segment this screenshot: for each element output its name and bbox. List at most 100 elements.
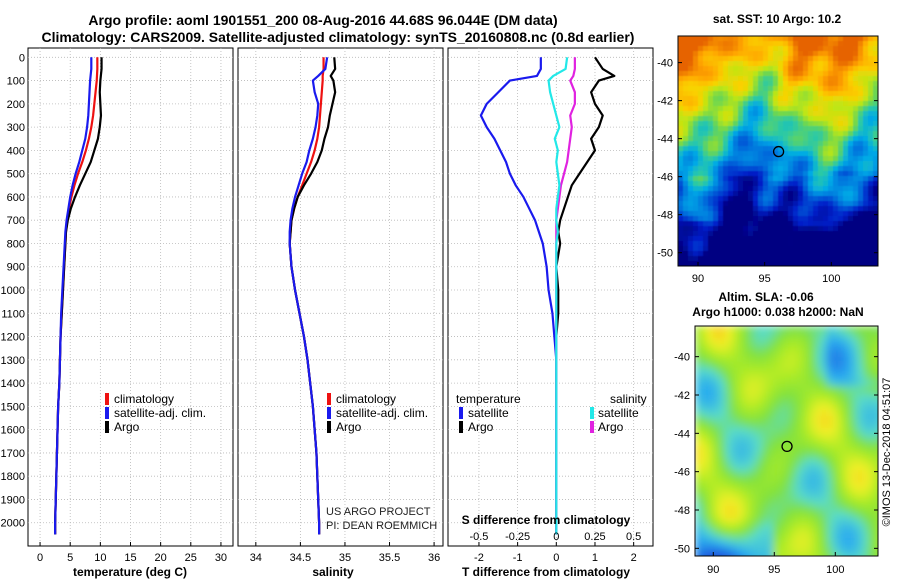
sla-cell — [827, 374, 834, 381]
sst-cell — [743, 56, 749, 62]
sst-cell — [743, 251, 749, 257]
sst-cell — [703, 201, 709, 207]
sst-cell — [868, 116, 874, 122]
sst-cell — [828, 186, 834, 192]
sst-cell — [843, 126, 849, 132]
sst-cell — [728, 231, 734, 237]
sst-cell — [833, 156, 839, 162]
sst-cell — [683, 141, 689, 147]
sst-cell — [723, 126, 729, 132]
sst-cell — [813, 161, 819, 167]
sst-cell — [678, 241, 684, 247]
sst-cell — [803, 91, 809, 97]
sla-cell — [797, 368, 804, 375]
sla-cell — [737, 518, 744, 525]
sst-cell — [688, 46, 694, 52]
sst-cell — [718, 46, 724, 52]
sst-cell — [788, 221, 794, 227]
depth-tick-label: 1400 — [1, 378, 25, 390]
sla-cell — [791, 326, 798, 333]
sst-cell — [708, 76, 714, 82]
sst-cell — [813, 51, 819, 57]
sla-cell — [863, 482, 870, 489]
sst-cell — [773, 186, 779, 192]
sla-cell — [857, 350, 864, 357]
sla-cell — [833, 536, 840, 543]
sst-cell — [783, 206, 789, 212]
sst-cell — [738, 251, 744, 257]
sst-cell — [773, 81, 779, 87]
sla-cell — [755, 488, 762, 495]
sst-cell — [723, 186, 729, 192]
sla-cell — [701, 404, 708, 411]
sst-map-frame — [677, 35, 879, 267]
sst-cell — [838, 206, 844, 212]
sst-cell — [708, 141, 714, 147]
sla-cell — [779, 488, 786, 495]
sst-map-title: sat. SST: 10 Argo: 10.2 — [713, 12, 842, 26]
sst-cell — [838, 41, 844, 47]
sst-cell — [718, 111, 724, 117]
sst-cell — [778, 216, 784, 222]
sla-cell — [815, 410, 822, 417]
sla-cell — [785, 500, 792, 507]
sst-cell — [753, 201, 759, 207]
sst-cell — [678, 116, 684, 122]
sst-cell — [803, 156, 809, 162]
sst-cell — [833, 81, 839, 87]
sst-cell — [853, 141, 859, 147]
sla-cell — [719, 506, 726, 513]
sla-cell — [743, 332, 750, 339]
sst-cell — [788, 101, 794, 107]
sla-cell — [719, 326, 726, 333]
sla-cell — [701, 452, 708, 459]
sst-cell — [858, 231, 864, 237]
sst-cell — [808, 61, 814, 67]
sla-cell — [803, 434, 810, 441]
sst-cell — [783, 71, 789, 77]
sst-cell — [828, 131, 834, 137]
sla-cell — [761, 512, 768, 519]
sst-cell — [708, 151, 714, 157]
sla-cell — [839, 536, 846, 543]
sst-cell — [708, 236, 714, 242]
sst-cell — [848, 131, 854, 137]
sst-cell — [753, 231, 759, 237]
sst-cell — [718, 246, 724, 252]
sst-cell — [828, 116, 834, 122]
sla-cell — [767, 398, 774, 405]
sst-cell — [843, 106, 849, 112]
sst-cell — [793, 221, 799, 227]
sst-cell — [793, 236, 799, 242]
sst-cell — [798, 211, 804, 217]
sla-cell — [839, 440, 846, 447]
sla-cell — [857, 446, 864, 453]
sst-cell — [743, 46, 749, 52]
sst-cell — [778, 41, 784, 47]
sst-cell — [838, 226, 844, 232]
sla-cell — [797, 536, 804, 543]
sst-cell — [863, 131, 869, 137]
sst-cell — [733, 71, 739, 77]
sla-cell — [833, 344, 840, 351]
sla-cell — [749, 560, 756, 567]
sst-cell — [768, 161, 774, 167]
sst-cell — [788, 111, 794, 117]
sst-cell — [758, 231, 764, 237]
sla-cell — [773, 386, 780, 393]
sst-cell — [813, 216, 819, 222]
sst-cell — [753, 261, 759, 266]
sst-cell — [748, 146, 754, 152]
sst-cell — [843, 96, 849, 102]
sst-cell — [843, 196, 849, 202]
sst-cell — [823, 241, 829, 247]
sla-cell — [875, 362, 878, 369]
sla-cell — [851, 380, 858, 387]
sst-cell — [843, 136, 849, 142]
sst-cell — [813, 66, 819, 72]
sla-cell — [785, 488, 792, 495]
sst-cell — [833, 171, 839, 177]
sla-cell — [773, 524, 780, 531]
sst-cell — [833, 251, 839, 257]
sla-cell — [749, 494, 756, 501]
